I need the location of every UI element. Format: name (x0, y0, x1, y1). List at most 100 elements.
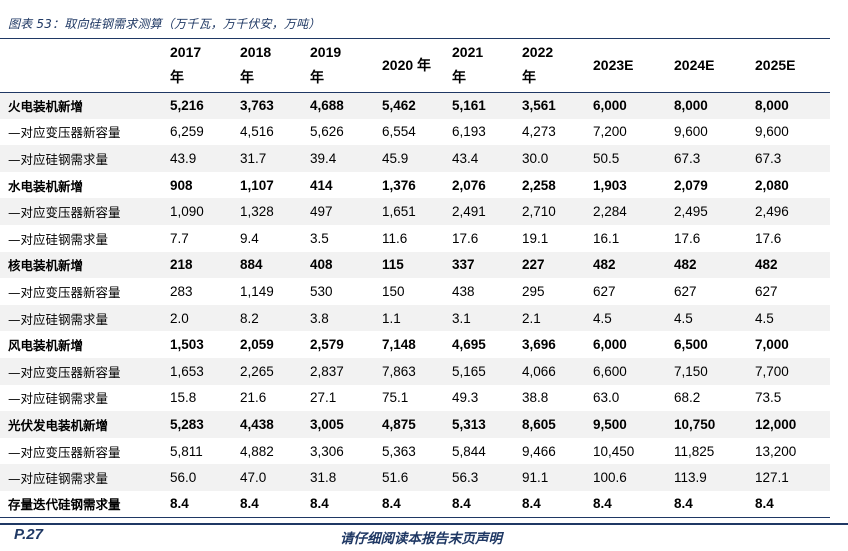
table-row: —对应变压器新容量 5,811 4,882 3,306 5,363 5,844 9,466 1… (0, 438, 830, 465)
footer-disclaimer: 请仔细阅读本报告末页声明 (340, 531, 502, 547)
value-cell: 100.6 (587, 464, 668, 491)
value-cell: 2,265 (234, 357, 304, 385)
top-rule (0, 38, 830, 39)
value-cell: 5,462 (376, 92, 446, 119)
row-label: 火电装机新增 (0, 92, 164, 119)
header-year-line2: 年 (310, 69, 324, 86)
value-cell: 1,328 (234, 198, 304, 225)
value-cell: 7,000 (755, 337, 789, 353)
header-year: 2017 年 (164, 39, 234, 93)
table-row: —对应硅钢需求量 56.0 47.0 31.8 51.6 56.3 91.1 100.6 113… (0, 464, 830, 491)
value-cell: 39.4 (304, 145, 376, 172)
value-cell: 908 (170, 177, 193, 193)
header-year-line1: 2021 (452, 44, 484, 61)
header-year-line1: 2017 (170, 44, 202, 61)
value-cell: 17.6 (452, 230, 479, 246)
value-cell: 8.4 (164, 490, 234, 518)
value-cell: 21.6 (240, 390, 267, 406)
value-cell: 5,363 (382, 443, 416, 459)
value-cell: 283 (170, 283, 193, 299)
value-cell: 3,763 (234, 92, 304, 119)
value-cell: 6,554 (382, 124, 416, 140)
value-cell: 4,688 (304, 92, 376, 119)
value-cell: 7,148 (382, 337, 416, 353)
value-cell: 4,695 (452, 337, 486, 353)
value-cell: 8.4 (234, 490, 304, 518)
value-cell: 8.4 (668, 490, 749, 518)
header-year-line1: 2019 (310, 44, 342, 61)
value-cell: 7,200 (593, 124, 627, 140)
table-row: 火电装机新增 5,216 3,763 4,688 5,462 5,161 3,561 6,00… (0, 92, 830, 119)
header-year: 2022 年 (516, 39, 587, 93)
row-label: 核电装机新增 (0, 251, 164, 279)
header-year: 2025E (749, 39, 830, 93)
value-cell: 8.4 (446, 490, 516, 518)
value-cell: 63.0 (593, 390, 620, 406)
value-cell: 9,600 (674, 124, 708, 140)
value-cell: 9,466 (522, 443, 556, 459)
value-cell: 56.0 (164, 464, 234, 491)
value-cell: 113.9 (668, 464, 749, 491)
value-cell: 17.6 (674, 230, 701, 246)
value-cell: 4,273 (522, 124, 556, 140)
value-cell: 414 (310, 177, 333, 193)
value-cell: 10,450 (593, 443, 635, 459)
value-cell: 3,561 (516, 92, 587, 119)
table-row: —对应变压器新容量 1,653 2,265 2,837 7,863 5,165 4,066 6… (0, 357, 830, 385)
value-cell: 8.4 (516, 490, 587, 518)
value-cell: 2,710 (516, 198, 587, 225)
value-cell: 68.2 (674, 390, 701, 406)
demand-table: 2017 年 2018 年 2019 年 2020 年 2021 年 2022 年 2023E 2024… (0, 39, 830, 518)
value-cell: 2,076 (452, 177, 486, 193)
header-year: 2023E (587, 39, 668, 93)
value-cell: 2,284 (587, 198, 668, 225)
value-cell: 2.1 (516, 304, 587, 332)
header-row: 2017 年 2018 年 2019 年 2020 年 2021 年 2022 年 2023E 2024… (0, 39, 830, 93)
value-cell: 1,903 (593, 177, 627, 193)
value-cell: 5,844 (452, 443, 486, 459)
value-cell: 4.5 (587, 304, 668, 332)
row-label: —对应硅钢需求量 (8, 391, 109, 407)
value-cell: 5,283 (164, 411, 234, 438)
value-cell: 9.4 (240, 230, 259, 246)
value-cell: 31.8 (304, 464, 376, 491)
header-year: 2021 年 (446, 39, 516, 93)
value-cell: 7,150 (668, 357, 749, 385)
value-cell: 627 (674, 283, 697, 299)
value-cell: 43.4 (446, 145, 516, 172)
table-row: —对应硅钢需求量 15.8 21.6 27.1 75.1 49.3 38.8 63.0 68.2… (0, 385, 830, 412)
value-cell: 7,863 (376, 357, 446, 385)
value-cell: 67.3 (668, 145, 749, 172)
table-row: —对应变压器新容量 6,259 4,516 5,626 6,554 6,193 4,273 7… (0, 119, 830, 146)
value-cell: 1,090 (164, 198, 234, 225)
header-year-line1: 2022 (522, 44, 554, 61)
value-cell: 6,000 (587, 92, 668, 119)
value-cell: 4,066 (516, 357, 587, 385)
table-caption: 图表 53：取向硅钢需求测算（万千瓦，万千伏安，万吨） (8, 17, 321, 31)
value-cell: 6,259 (170, 124, 204, 140)
value-cell: 3,306 (310, 443, 344, 459)
value-cell: 19.1 (522, 230, 549, 246)
value-cell: 12,000 (749, 411, 830, 438)
row-label: —对应硅钢需求量 (0, 145, 164, 172)
page-number: P.27 (14, 526, 43, 543)
header-year: 2020 年 (376, 39, 446, 93)
value-cell: 6,500 (674, 337, 708, 353)
value-cell: 11.6 (382, 230, 408, 246)
value-cell: 11,825 (674, 443, 715, 459)
value-cell: 43.9 (164, 145, 234, 172)
value-cell: 4,438 (234, 411, 304, 438)
value-cell: 16.1 (593, 230, 620, 246)
row-label: —对应变压器新容量 (8, 444, 121, 460)
value-cell: 8.4 (304, 490, 376, 518)
value-cell: 115 (376, 251, 446, 279)
table-row: 风电装机新增 1,503 2,059 2,579 7,148 4,695 3,696 6,00… (0, 331, 830, 358)
value-cell: 2,495 (668, 198, 749, 225)
value-cell: 4,875 (376, 411, 446, 438)
table-row: 核电装机新增 218 884 408 115 337 227 482 482 482 (0, 251, 830, 279)
row-label: —对应变压器新容量 (0, 357, 164, 385)
value-cell: 3,005 (304, 411, 376, 438)
table-row: 水电装机新增 908 1,107 414 1,376 2,076 2,258 1,903 2,0… (0, 172, 830, 199)
table-row: —对应变压器新容量 1,090 1,328 497 1,651 2,491 2,710 2,2… (0, 198, 830, 225)
value-cell: 1,376 (382, 177, 416, 193)
